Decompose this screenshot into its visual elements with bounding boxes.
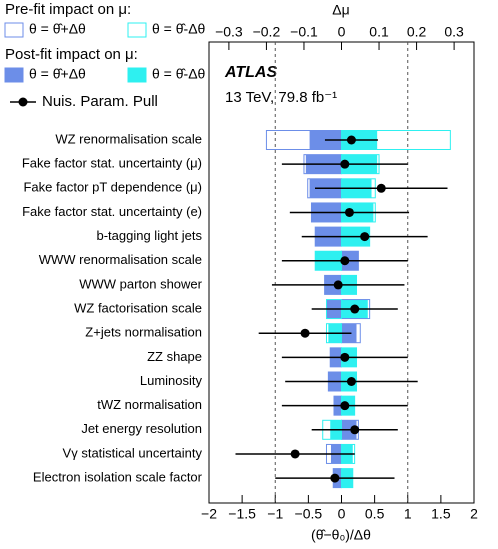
x2-tick-label: −0.3 xyxy=(215,24,243,40)
legend-label: θ = θ̂+Δθ xyxy=(29,66,86,82)
pull-point xyxy=(340,159,350,169)
postfit-legend-title: Post-fit impact on μ: xyxy=(5,46,138,63)
pull-point xyxy=(350,304,360,314)
pull-point xyxy=(300,328,310,338)
legend-swatch xyxy=(4,22,24,38)
x2-tick-label: 0.1 xyxy=(369,24,389,40)
legend-swatch xyxy=(4,67,24,83)
pull-point xyxy=(346,135,356,145)
category-label: Luminosity xyxy=(140,373,203,388)
category-label: ZZ shape xyxy=(147,349,202,364)
x2-tick-label: 0.3 xyxy=(444,24,464,40)
pull-point xyxy=(290,449,300,459)
pull-point xyxy=(340,352,350,362)
prefit-legend-title: Pre-fit impact on μ: xyxy=(5,1,131,18)
x-tick-label: 1 xyxy=(404,506,412,522)
x2-tick-label: −0.2 xyxy=(253,24,281,40)
category-label: Fake factor stat. uncertainty (e) xyxy=(22,204,202,219)
x2-tick-label: −0.1 xyxy=(290,24,318,40)
pull-point xyxy=(346,377,356,386)
legend-swatch xyxy=(127,22,147,38)
x-tick-label: −1 xyxy=(267,506,283,522)
legend-label: θ = θ̂+Δθ xyxy=(29,21,86,37)
legend-pull-point xyxy=(18,97,28,107)
x-tick-label: 0.5 xyxy=(365,506,385,522)
x-tick-label: −0.5 xyxy=(295,506,323,522)
category-label: WWW renormalisation scale xyxy=(39,252,202,267)
legend-label: θ = θ̂-Δθ xyxy=(152,66,206,82)
pull-point xyxy=(333,280,343,290)
pull-point xyxy=(344,207,354,217)
x-tick-label: 2 xyxy=(470,506,478,522)
x-tick-label: −1.5 xyxy=(228,506,256,522)
top-axis-title: Δμ xyxy=(332,2,349,18)
pull-point xyxy=(360,232,370,242)
x-tick-label: −2 xyxy=(201,506,217,522)
category-label: WZ factorisation scale xyxy=(74,300,202,315)
category-label: tWZ normalisation xyxy=(97,397,202,412)
energy-label: 13 TeV, 79.8 fb⁻¹ xyxy=(225,89,337,106)
category-label: WZ renormalisation scale xyxy=(55,131,202,146)
legend-label: θ = θ̂-Δθ xyxy=(152,21,206,37)
x-tick-label: 0 xyxy=(338,506,346,522)
x2-tick-label: 0.2 xyxy=(407,24,427,40)
bottom-axis-title: (θ̂−θ₀)/Δθ xyxy=(311,527,371,543)
category-label: Z+jets normalisation xyxy=(85,325,202,340)
category-label: Vγ statistical uncertainty xyxy=(63,445,203,460)
legend-label: Nuis. Param. Pull xyxy=(42,93,158,110)
pull-point xyxy=(376,183,386,193)
pull-point xyxy=(340,401,350,411)
legend-swatch xyxy=(127,67,147,83)
category-label: Fake factor pT dependence (μ) xyxy=(23,180,202,195)
x-tick-label: 1.5 xyxy=(431,506,451,522)
pull-point xyxy=(340,256,350,266)
category-label: b-tagging light jets xyxy=(96,228,202,243)
category-label: Fake factor stat. uncertainty (μ) xyxy=(22,156,202,171)
category-label: WWW parton shower xyxy=(79,276,202,291)
atlas-label: ATLAS xyxy=(224,64,277,81)
category-label: Electron isolation scale factor xyxy=(33,470,203,485)
category-label: Jet energy resolution xyxy=(81,421,202,436)
pull-point xyxy=(350,425,360,435)
pull-point xyxy=(330,473,340,483)
x2-tick-label: 0 xyxy=(338,24,346,40)
